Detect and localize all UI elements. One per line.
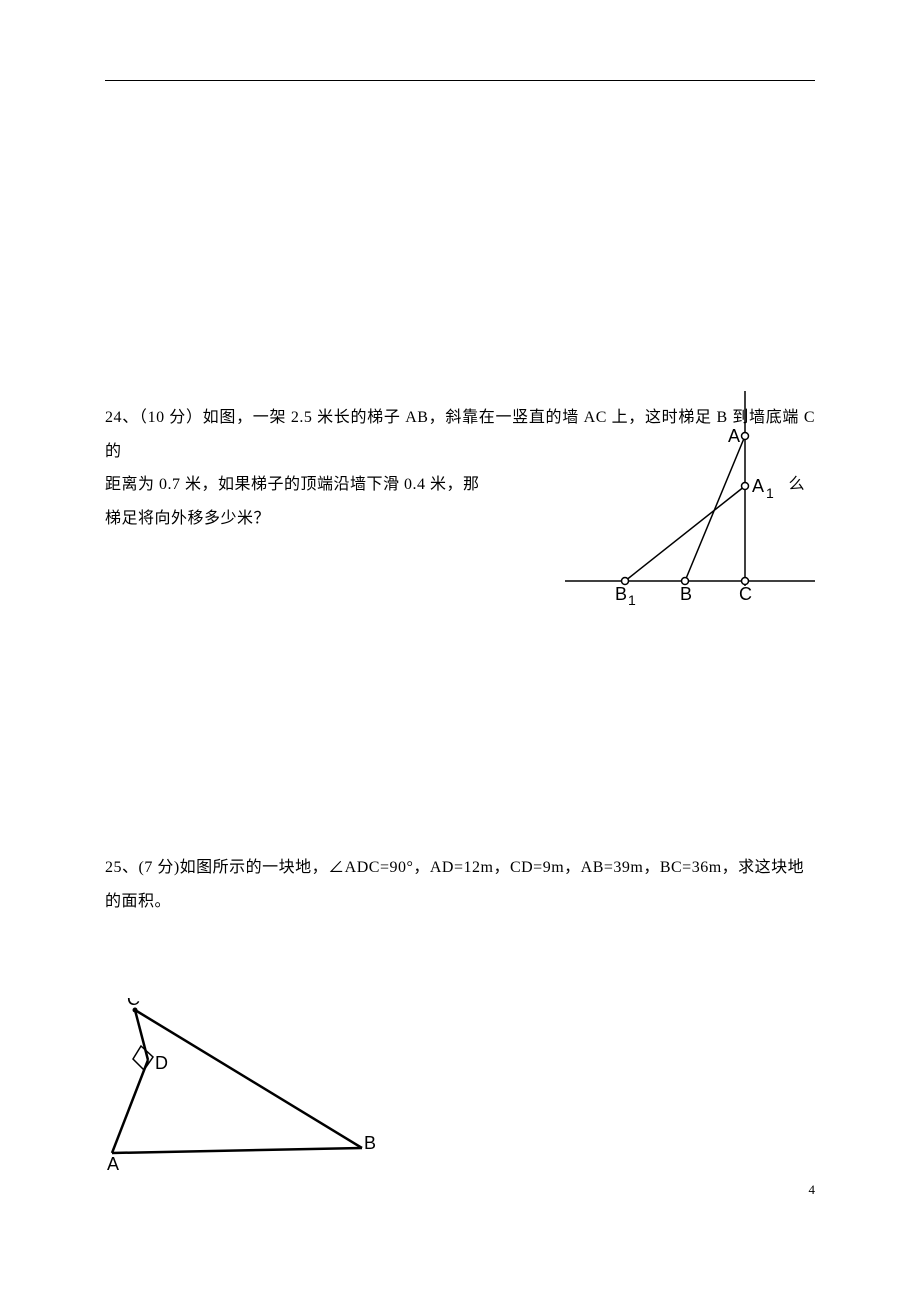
point-a1 — [742, 483, 749, 490]
point-a — [742, 433, 749, 440]
top-rule — [105, 80, 815, 81]
page-number: 4 — [809, 1182, 816, 1198]
page-container: 24、（10 分）如图，一架 2.5 米长的梯子 AB，斜靠在一竖直的墙 AC … — [0, 0, 920, 1218]
problem-25-text: 25、(7 分)如图所示的一块地，∠ADC=90°，AD=12m，CD=9m，A… — [105, 851, 815, 918]
right-angle-marker — [133, 1046, 153, 1070]
label-b1: B — [615, 584, 627, 604]
label-a1-sub: 1 — [766, 485, 774, 501]
label-a: A — [728, 426, 740, 446]
label-b: B — [364, 1133, 376, 1153]
label-a1: A — [752, 476, 764, 496]
label-c: C — [127, 998, 140, 1009]
ladder-figure: A A 1 B B 1 C — [515, 391, 815, 621]
land-figure: A B C D — [100, 998, 390, 1173]
ladder-ab — [685, 436, 745, 581]
ladder-a1b1 — [625, 486, 745, 581]
spacer — [105, 681, 815, 851]
label-c: C — [739, 584, 752, 604]
edge-ab — [112, 1148, 362, 1153]
problem-24: 24、（10 分）如图，一架 2.5 米长的梯子 AB，斜靠在一竖直的墙 AC … — [105, 401, 815, 681]
edge-da — [112, 1060, 148, 1153]
edge-bc — [135, 1010, 362, 1148]
label-b: B — [680, 584, 692, 604]
label-b1-sub: 1 — [628, 592, 636, 608]
label-d: D — [155, 1053, 168, 1073]
label-a: A — [107, 1154, 119, 1173]
